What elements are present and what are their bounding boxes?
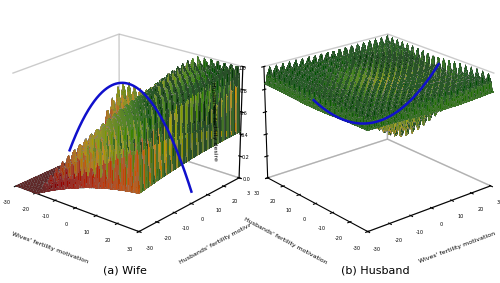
Text: (b) Husband: (b) Husband [340, 265, 409, 275]
X-axis label: Wives' fertility motivation: Wives' fertility motivation [10, 231, 88, 264]
X-axis label: Wives' fertility motivation: Wives' fertility motivation [418, 231, 496, 264]
Y-axis label: Husbands' fertility motivation: Husbands' fertility motivation [179, 216, 264, 265]
Text: (a) Wife: (a) Wife [103, 265, 147, 275]
Y-axis label: Husbands' fertility motivation: Husbands' fertility motivation [243, 216, 328, 265]
